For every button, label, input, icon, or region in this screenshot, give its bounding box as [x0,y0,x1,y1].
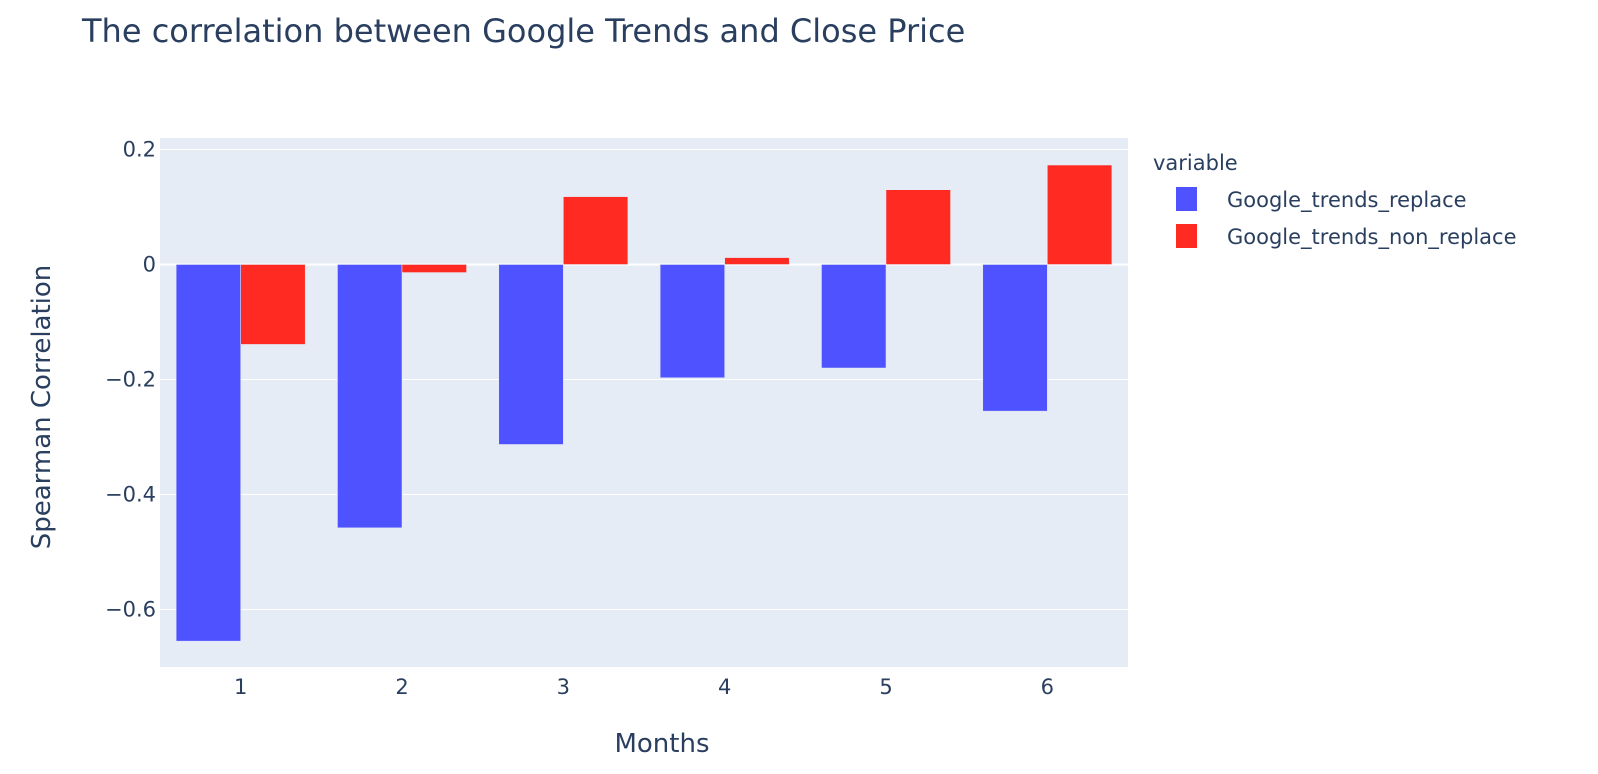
y-tick-label: 0.2 [123,138,156,162]
x-tick-label: 3 [557,675,570,699]
x-tick-label: 4 [718,675,731,699]
chart-title: The correlation between Google Trends an… [81,12,965,50]
x-tick-label: 5 [879,675,892,699]
bar-Google_trends_non_replace-6 [1047,164,1113,265]
y-axis-ticks: 0.2 0 −0.2 −0.4 −0.6 [105,138,156,622]
y-tick-label: −0.2 [105,368,156,392]
bars [175,164,1113,642]
plot-area [160,138,1128,667]
bar-Google_trends_replace-2 [337,264,403,529]
gridlines [160,149,1128,610]
bar-Google_trends_non_replace-3 [563,196,629,265]
bar-Google_trends_replace-3 [498,264,564,445]
y-tick-label: 0 [143,253,156,277]
x-tick-label: 2 [395,675,408,699]
bar-Google_trends_replace-1 [175,264,241,642]
legend-label: Google_trends_non_replace [1227,225,1517,250]
x-axis-title: Months [614,729,709,759]
legend: variable Google_trends_replace Google_tre… [1153,151,1517,250]
legend-swatch [1176,187,1197,211]
bar-Google_trends_non_replace-1 [240,264,306,345]
bar-Google_trends_non_replace-2 [401,264,467,273]
bar-Google_trends_replace-6 [982,264,1048,412]
bar-Google_trends_non_replace-5 [885,189,951,265]
x-axis-ticks: 1 2 3 4 5 6 [234,675,1054,699]
legend-swatch [1176,224,1197,248]
x-tick-label: 6 [1041,675,1054,699]
y-tick-label: −0.4 [105,483,156,507]
legend-label: Google_trends_replace [1227,188,1467,213]
legend-title: variable [1153,151,1238,175]
y-axis-title: Spearman Correlation [27,265,57,550]
x-tick-label: 1 [234,675,247,699]
bar-Google_trends_non_replace-4 [724,257,790,265]
y-tick-label: −0.6 [105,598,156,622]
bar-Google_trends_replace-5 [821,264,887,369]
bar-Google_trends_replace-4 [659,264,725,379]
